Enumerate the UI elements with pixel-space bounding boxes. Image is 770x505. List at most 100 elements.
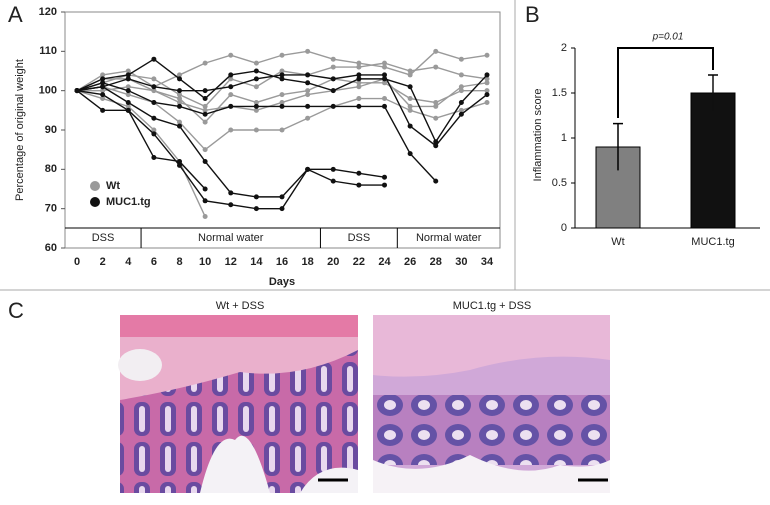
weight-point bbox=[202, 158, 208, 164]
weight-point bbox=[356, 170, 362, 176]
weight-point bbox=[228, 52, 234, 58]
x-tick-label: 24 bbox=[378, 256, 391, 268]
weight-point bbox=[382, 103, 387, 109]
weight-point bbox=[151, 155, 157, 161]
weight-point bbox=[279, 99, 285, 105]
weight-point bbox=[253, 76, 259, 82]
x-tick-label: 28 bbox=[430, 256, 442, 268]
weight-point bbox=[305, 72, 311, 78]
weight-point bbox=[356, 72, 362, 78]
weight-point bbox=[253, 60, 259, 66]
weight-point bbox=[202, 147, 208, 153]
y-axis-label: Inflammation score bbox=[532, 89, 544, 182]
weight-point bbox=[356, 80, 362, 86]
weight-point bbox=[305, 103, 311, 109]
weight-point bbox=[151, 76, 157, 82]
legend-label: Wt bbox=[106, 180, 120, 192]
weight-point bbox=[382, 182, 387, 188]
weight-point bbox=[382, 80, 387, 86]
weight-point bbox=[433, 103, 439, 109]
weight-point bbox=[305, 48, 311, 54]
weight-point bbox=[407, 84, 413, 90]
weight-point bbox=[228, 103, 234, 109]
weight-point bbox=[125, 84, 131, 90]
weight-point bbox=[100, 88, 106, 94]
significance-bracket bbox=[617, 47, 714, 118]
weight-point bbox=[407, 103, 413, 109]
weight-point bbox=[407, 123, 413, 129]
weight-point bbox=[253, 127, 259, 133]
x-tick-label: MUC1.tg bbox=[691, 236, 734, 248]
weight-point bbox=[228, 76, 234, 82]
y-axis-label: Percentage of original weight bbox=[14, 59, 26, 201]
weight-point bbox=[458, 84, 464, 90]
weight-point bbox=[202, 214, 208, 220]
weight-point bbox=[433, 139, 439, 145]
x-tick-label: 20 bbox=[327, 256, 339, 268]
x-tick-label: 12 bbox=[225, 256, 237, 268]
weight-point bbox=[125, 76, 131, 82]
weight-point bbox=[177, 162, 182, 168]
weight-point bbox=[151, 56, 157, 62]
weight-point bbox=[484, 72, 490, 78]
weight-point bbox=[100, 80, 106, 86]
y-tick-label: 90 bbox=[45, 124, 57, 136]
panel-label: C bbox=[8, 298, 24, 323]
weight-point bbox=[382, 60, 387, 66]
weight-point bbox=[356, 84, 362, 90]
weight-point bbox=[151, 88, 157, 94]
weight-point bbox=[151, 127, 157, 133]
weight-point bbox=[253, 107, 259, 113]
weight-point bbox=[125, 68, 131, 74]
y-tick-label: 110 bbox=[39, 45, 57, 57]
weight-point bbox=[202, 119, 208, 125]
weight-point bbox=[253, 194, 259, 200]
weight-point bbox=[177, 92, 182, 98]
weight-point bbox=[177, 123, 182, 129]
y-tick-label: 80 bbox=[45, 163, 57, 175]
y-tick-label: 2 bbox=[561, 42, 567, 54]
weight-point bbox=[458, 99, 464, 105]
weight-point bbox=[202, 96, 208, 102]
weight-point bbox=[253, 84, 259, 90]
y-tick-label: 1.5 bbox=[552, 87, 567, 99]
y-tick-label: 0 bbox=[561, 222, 567, 234]
weight-point bbox=[382, 174, 387, 180]
weight-point bbox=[458, 56, 464, 62]
weight-point bbox=[356, 96, 362, 102]
weight-point bbox=[433, 115, 439, 121]
weight-point bbox=[433, 178, 439, 184]
weight-point bbox=[100, 76, 106, 82]
weight-point bbox=[151, 115, 157, 121]
weight-point bbox=[330, 178, 336, 184]
weight-point bbox=[407, 151, 413, 157]
x-tick-label: 6 bbox=[151, 256, 157, 268]
x-axis-label: Days bbox=[269, 276, 295, 288]
weight-line bbox=[76, 86, 385, 198]
weight-point bbox=[305, 88, 311, 94]
weight-point bbox=[125, 107, 131, 113]
weight-point bbox=[433, 99, 439, 105]
weight-point bbox=[279, 68, 285, 74]
weight-point bbox=[330, 88, 336, 94]
weight-point bbox=[356, 60, 362, 66]
weight-point bbox=[330, 56, 336, 62]
weight-point bbox=[279, 103, 285, 109]
weight-point bbox=[202, 88, 208, 94]
weight-point bbox=[253, 206, 259, 212]
weight-point bbox=[228, 127, 234, 133]
weight-point bbox=[151, 84, 157, 90]
weight-point bbox=[279, 92, 285, 98]
x-tick-label: 30 bbox=[455, 256, 467, 268]
weight-point bbox=[484, 92, 490, 98]
weight-point bbox=[433, 48, 439, 54]
weight-point bbox=[100, 84, 106, 90]
weight-point bbox=[305, 92, 311, 98]
weight-point bbox=[279, 194, 285, 200]
weight-point bbox=[407, 68, 413, 74]
weight-point bbox=[202, 107, 208, 113]
weight-point bbox=[279, 127, 285, 133]
weight-point bbox=[74, 88, 80, 94]
weight-point bbox=[151, 131, 157, 137]
weight-point bbox=[100, 72, 106, 78]
